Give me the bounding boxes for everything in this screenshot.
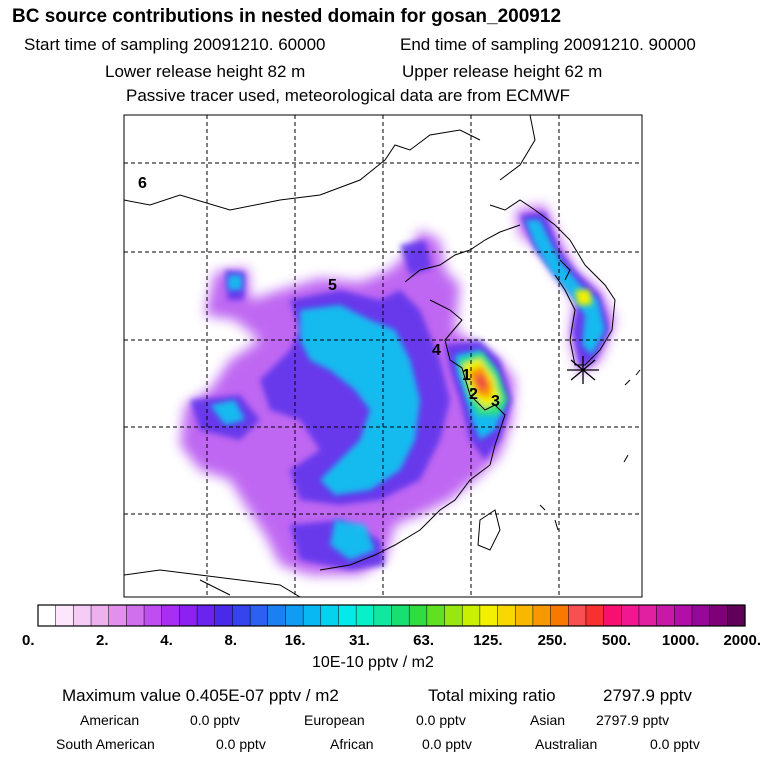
colorbar-cell <box>426 604 446 627</box>
colorbar-cell <box>497 604 516 627</box>
max-value: Maximum value 0.405E-07 pptv / m2 <box>62 686 339 705</box>
colorbar-cell <box>143 604 163 627</box>
colorbar-cell <box>179 604 198 627</box>
contribution-label-european: European <box>304 712 365 728</box>
colorbar-tick-label: 8. <box>225 632 238 649</box>
colorbar-cell <box>232 604 251 627</box>
colorbar-cell <box>391 604 410 627</box>
colorbar-cell <box>338 604 357 627</box>
contribution-value-american: 0.0 pptv <box>190 712 240 728</box>
colorbar-cell <box>108 604 127 627</box>
colorbar-cell <box>444 604 463 627</box>
receptor-marker <box>567 356 599 384</box>
total-mixing-value: 2797.9 pptv <box>603 686 692 705</box>
colorbar-cell <box>37 604 57 627</box>
colorbar-cell <box>373 604 393 627</box>
colorbar-tick-label: 63. <box>413 632 434 649</box>
colorbar-cell <box>479 604 499 627</box>
colorbar-cell <box>196 604 216 627</box>
contribution-label-american: American <box>80 712 140 728</box>
colorbar: 0. 2. 4. 8. 16. 31. 63. 125. 250. 500. 1000. 2000. <box>22 604 761 649</box>
region-label-2: 2 <box>469 386 478 403</box>
contribution-value-african: 0.0 pptv <box>422 736 472 752</box>
colorbar-tick-label: 16. <box>285 632 306 649</box>
colorbar-cell <box>320 604 340 627</box>
contribution-value-european: 0.0 pptv <box>416 712 466 728</box>
colorbar-tick-labels: 0. 2. 4. 8. 16. 31. 63. 125. 250. 500. 1000. 2000. <box>22 632 761 649</box>
lower-release-height: Lower release height 82 m <box>105 62 306 81</box>
colorbar-cell <box>727 604 746 627</box>
colorbar-cell <box>161 604 180 627</box>
colorbar-cell <box>126 604 145 627</box>
colorbar-cell <box>621 604 640 627</box>
colorbar-cell <box>585 604 605 627</box>
region-label-4: 4 <box>432 342 441 359</box>
colorbar-tick-label: 31. <box>349 632 370 649</box>
colorbar-tick-label: 4. <box>160 632 173 649</box>
colorbar-cell <box>656 604 675 627</box>
grid-lines <box>124 115 642 597</box>
colorbar-cell <box>73 604 92 627</box>
colorbar-cell <box>550 604 569 627</box>
colorbar-tick-label: 0. <box>22 632 35 649</box>
region-label-1: 1 <box>462 367 471 384</box>
contribution-value-asian: 2797.9 pptv <box>596 712 670 728</box>
contribution-label-african: African <box>330 736 374 752</box>
coastlines <box>124 115 641 597</box>
colorbar-cell <box>514 604 534 627</box>
contribution-value-south-american: 0.0 pptv <box>216 736 266 752</box>
plot-frame <box>123 114 643 598</box>
upper-release-height: Upper release height 62 m <box>402 62 603 81</box>
colorbar-cell <box>461 604 481 627</box>
colorbar-tick-label: 2. <box>96 632 109 649</box>
colorbar-cell <box>55 604 74 627</box>
start-time: Start time of sampling 20091210. 60000 <box>24 35 326 54</box>
colorbar-cells <box>37 604 746 627</box>
colorbar-cell <box>408 604 428 627</box>
colorbar-cell <box>249 604 269 627</box>
colorbar-tick-label: 1000. <box>662 632 700 649</box>
total-mixing-label: Total mixing ratio <box>428 686 556 705</box>
colorbar-tick-label: 500. <box>602 632 631 649</box>
colorbar-unit: 10E-10 pptv / m2 <box>312 654 434 671</box>
region-label-6: 6 <box>138 175 147 192</box>
map-plot: 1 2 3 4 5 6 <box>123 114 643 598</box>
tracer-note: Passive tracer used, meteorological data… <box>126 86 571 105</box>
chart-title: BC source contributions in nested domain… <box>12 6 562 27</box>
colorbar-cell <box>532 604 552 627</box>
colorbar-cell <box>691 604 711 627</box>
colorbar-cell <box>638 604 658 627</box>
colorbar-frame <box>37 604 746 627</box>
region-label-3: 3 <box>491 393 500 410</box>
concentration-field <box>180 205 615 575</box>
contribution-label-australian: Australian <box>535 736 598 752</box>
colorbar-cell <box>267 604 286 627</box>
contribution-label-south-american: South American <box>56 736 155 752</box>
colorbar-cell <box>674 604 693 627</box>
contribution-value-australian: 0.0 pptv <box>650 736 700 752</box>
colorbar-cell <box>285 604 304 627</box>
colorbar-tick-label: 2000. <box>723 632 761 649</box>
colorbar-tick-label: 125. <box>473 632 502 649</box>
end-time: End time of sampling 20091210. 90000 <box>400 35 696 54</box>
colorbar-cell <box>355 604 375 627</box>
colorbar-cell <box>603 604 622 627</box>
colorbar-cell <box>568 604 587 627</box>
colorbar-cell <box>90 604 110 627</box>
region-label-5: 5 <box>328 277 337 294</box>
colorbar-cell <box>214 604 233 627</box>
contribution-label-asian: Asian <box>530 712 566 728</box>
colorbar-cell <box>709 604 728 627</box>
colorbar-cell <box>302 604 322 627</box>
colorbar-tick-label: 250. <box>538 632 567 649</box>
